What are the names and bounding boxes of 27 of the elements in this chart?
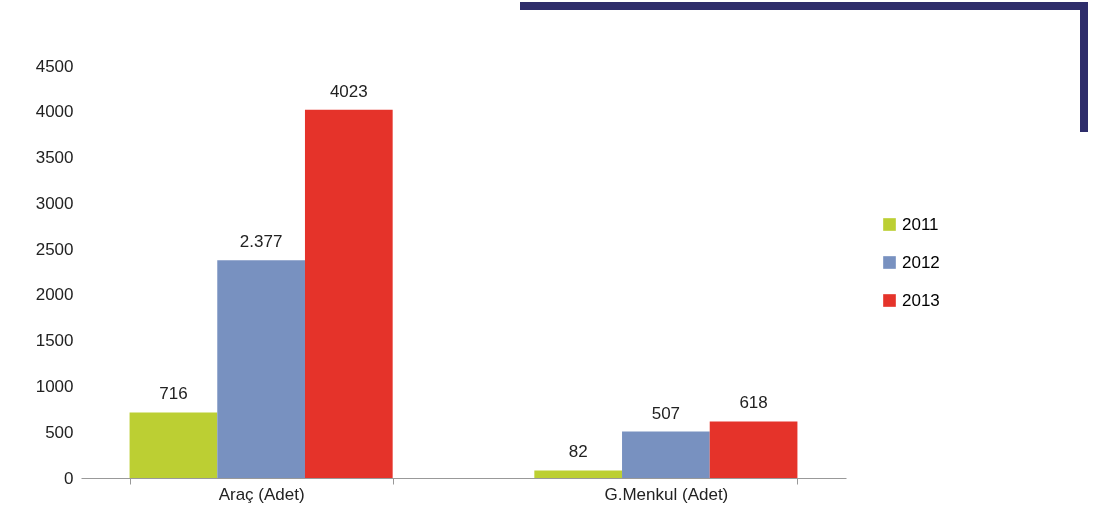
- y-tick-label: 3000: [35, 193, 74, 213]
- legend-label: 2011: [902, 214, 939, 234]
- y-tick-label: 0: [64, 468, 74, 488]
- data-label: 82: [568, 442, 588, 462]
- bar: [129, 412, 218, 478]
- data-label: 716: [159, 384, 188, 404]
- bar: [534, 470, 623, 478]
- y-tick-label: 500: [45, 422, 74, 442]
- data-label: 618: [739, 393, 768, 413]
- data-label: 4023: [329, 81, 368, 101]
- data-label: 2.377: [239, 232, 283, 252]
- legend-label: 2012: [902, 252, 940, 272]
- x-tick-label: G.Menkul (Adet): [604, 484, 729, 504]
- y-tick-label: 4000: [35, 102, 74, 122]
- bar: [709, 421, 798, 478]
- y-tick-label: 1000: [35, 376, 74, 396]
- x-tick-label: Araç (Adet): [218, 484, 305, 504]
- y-tick-label: 1500: [35, 331, 74, 351]
- legend-label: 2013: [902, 290, 940, 310]
- data-label: 507: [651, 403, 681, 423]
- bar: [622, 431, 710, 478]
- bar: [304, 109, 393, 478]
- y-tick-label: 2500: [35, 239, 74, 259]
- y-tick-label: 4500: [35, 56, 74, 76]
- y-tick-label: 2000: [35, 285, 74, 305]
- y-tick-label: 3500: [35, 148, 74, 168]
- bar: [217, 260, 305, 478]
